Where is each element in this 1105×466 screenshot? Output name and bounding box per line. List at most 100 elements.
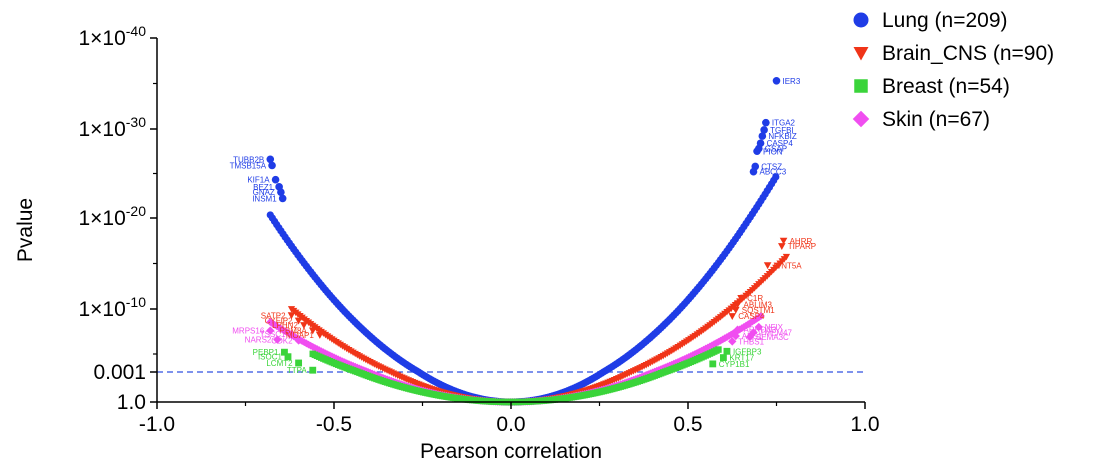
gene-label: TUBB2B <box>233 155 264 164</box>
labeled-point <box>294 336 303 345</box>
legend-label: Lung (n=209) <box>882 9 1008 32</box>
labeled-point <box>300 322 308 329</box>
labeled-point <box>745 332 755 342</box>
labeled-point <box>277 188 285 196</box>
gene-label: CYP1B1 <box>719 360 750 369</box>
labeled-point <box>728 313 737 320</box>
x-tick-label: 0.5 <box>673 413 702 436</box>
labeled-point <box>728 337 737 346</box>
labeled-point <box>284 353 292 361</box>
gene-label: ISOC1 <box>258 353 283 362</box>
gene-label: IGFBP3 <box>733 347 762 356</box>
labeled-point <box>295 359 303 367</box>
y-tick-label: 1.0 <box>117 391 146 414</box>
gene-label: TSSC1 <box>260 330 286 339</box>
labeled-point <box>733 325 742 334</box>
gene-label: TMSB15A <box>230 161 267 170</box>
gene-label: ARRDC3 <box>744 326 777 335</box>
data-point <box>756 312 765 320</box>
labeled-point <box>754 322 763 332</box>
gene-label: BEZ1 <box>253 183 274 192</box>
gene-label: LPHN2 <box>272 321 298 330</box>
x-tick-label: 1.0 <box>850 413 879 436</box>
labeled-point <box>719 354 727 362</box>
labeled-point <box>287 312 296 320</box>
labeled-point <box>309 366 317 374</box>
gene-label: IER3 <box>783 77 801 86</box>
gene-label: CTSZ <box>761 162 782 171</box>
gene-label: SEMA3C <box>756 333 789 342</box>
gene-label: MRPS16 <box>232 327 265 336</box>
x-tick-label: 0.0 <box>496 413 525 436</box>
x-tick-label: -1.0 <box>139 413 175 436</box>
x-axis-title: Pearson correlation <box>420 440 602 463</box>
legend-label: Skin (n=67) <box>882 108 990 131</box>
labeled-point <box>723 347 731 355</box>
x-tick-label: -0.5 <box>316 413 352 436</box>
labeled-point <box>273 335 282 344</box>
y-tick-label: 1×10-40 <box>78 23 146 50</box>
gene-label: SATP2 <box>261 311 286 320</box>
gene-label: PION <box>763 147 783 156</box>
legend-marker <box>853 12 869 28</box>
y-axis-title: Pvalue <box>14 198 37 262</box>
labeled-point <box>268 161 276 170</box>
gene-label: WNT5A <box>774 261 803 270</box>
gene-label: ABS1 <box>742 332 763 341</box>
gene-label: CASP4 <box>767 139 794 148</box>
labeled-point <box>731 306 740 314</box>
legend-marker <box>853 47 869 61</box>
legend-entry: Brain_CNS (n=90) <box>853 42 1054 65</box>
labeled-point <box>266 155 275 164</box>
legend-entry: Lung (n=209) <box>853 9 1008 32</box>
labeled-point <box>281 348 288 356</box>
labeled-point <box>287 330 296 339</box>
legend-label: Brain_CNS (n=90) <box>882 42 1054 65</box>
gene-label: ABCC3 <box>759 168 786 177</box>
gene-label: NFIX <box>765 323 784 332</box>
labeled-point <box>731 331 740 341</box>
gene-label: KRT17 <box>729 354 754 363</box>
legend-entry: Breast (n=54) <box>854 75 1010 98</box>
labeled-point <box>733 301 742 309</box>
gene-label: INSM1 <box>252 194 277 203</box>
data-point <box>715 346 722 353</box>
labeled-point <box>316 332 324 339</box>
labeled-point <box>709 360 717 368</box>
y-tick-label: 1×10-10 <box>78 294 146 321</box>
labeled-point <box>271 175 280 184</box>
gene-label: TIPARP <box>788 242 816 251</box>
y-tick-label: 1×10-20 <box>78 203 146 230</box>
gene-label: LCMT2 <box>266 359 293 368</box>
labeled-point <box>762 118 770 127</box>
gene-label: KIF1A <box>247 176 270 185</box>
legend-marker <box>852 110 870 128</box>
labeled-point <box>772 76 781 85</box>
labeled-point <box>778 243 786 251</box>
labeled-point <box>737 295 745 302</box>
labeled-point <box>779 237 788 245</box>
gene-label: C1R <box>747 294 763 303</box>
gene-label: THBS1 <box>738 337 764 346</box>
labeled-point <box>266 326 275 335</box>
gene-label: TTPA <box>287 366 308 375</box>
y-tick-label: 1×10-30 <box>78 114 146 141</box>
gene-label: CASP4 <box>738 312 765 321</box>
gene-label: GNAZ <box>253 188 275 197</box>
gene-label: RBM8A <box>279 327 307 336</box>
data-point <box>772 173 780 181</box>
gene-label: ITGA2 <box>772 119 796 128</box>
gene-label: GSAP <box>765 145 787 154</box>
gene-label: AHRR <box>790 237 813 246</box>
legend-label: Breast (n=54) <box>882 75 1010 98</box>
labeled-point <box>758 132 767 140</box>
legend-marker <box>854 79 868 93</box>
labeled-point <box>760 126 768 134</box>
data-point <box>782 253 791 261</box>
gene-label: TGFBI <box>770 126 794 135</box>
labeled-point <box>755 144 763 153</box>
gene-label: TMEM47 <box>759 328 792 337</box>
labeled-point <box>749 167 758 176</box>
labeled-point <box>294 317 303 325</box>
